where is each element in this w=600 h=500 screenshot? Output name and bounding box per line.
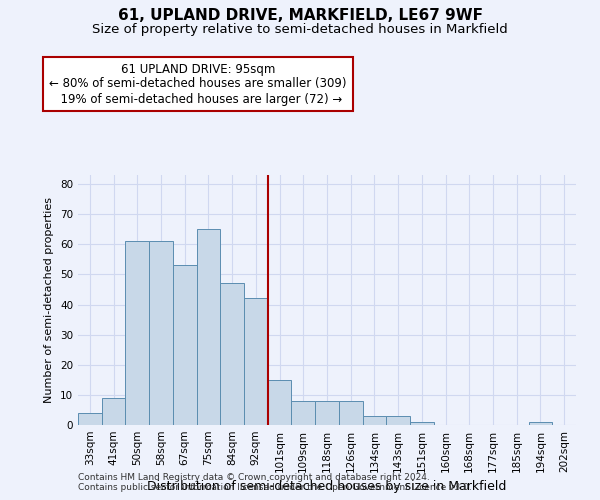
Bar — [125, 242, 149, 425]
Text: 61 UPLAND DRIVE: 95sqm
← 80% of semi-detached houses are smaller (309)
  19% of : 61 UPLAND DRIVE: 95sqm ← 80% of semi-det… — [49, 62, 347, 106]
Bar — [149, 242, 173, 425]
Bar — [173, 266, 197, 425]
Bar — [410, 422, 434, 425]
Bar — [292, 401, 315, 425]
Bar — [529, 422, 552, 425]
Bar — [197, 229, 220, 425]
Text: 61, UPLAND DRIVE, MARKFIELD, LE67 9WF: 61, UPLAND DRIVE, MARKFIELD, LE67 9WF — [118, 8, 482, 22]
Text: Contains HM Land Registry data © Crown copyright and database right 2024.: Contains HM Land Registry data © Crown c… — [78, 474, 430, 482]
Bar — [386, 416, 410, 425]
Bar — [339, 401, 362, 425]
X-axis label: Distribution of semi-detached houses by size in Markfield: Distribution of semi-detached houses by … — [148, 480, 506, 494]
Bar — [315, 401, 339, 425]
Bar — [102, 398, 125, 425]
Bar — [362, 416, 386, 425]
Bar — [220, 284, 244, 425]
Bar — [268, 380, 292, 425]
Bar — [78, 413, 102, 425]
Text: Size of property relative to semi-detached houses in Markfield: Size of property relative to semi-detach… — [92, 22, 508, 36]
Bar — [244, 298, 268, 425]
Y-axis label: Number of semi-detached properties: Number of semi-detached properties — [44, 197, 55, 403]
Text: Contains public sector information licensed under the Open Government Licence v3: Contains public sector information licen… — [78, 484, 472, 492]
